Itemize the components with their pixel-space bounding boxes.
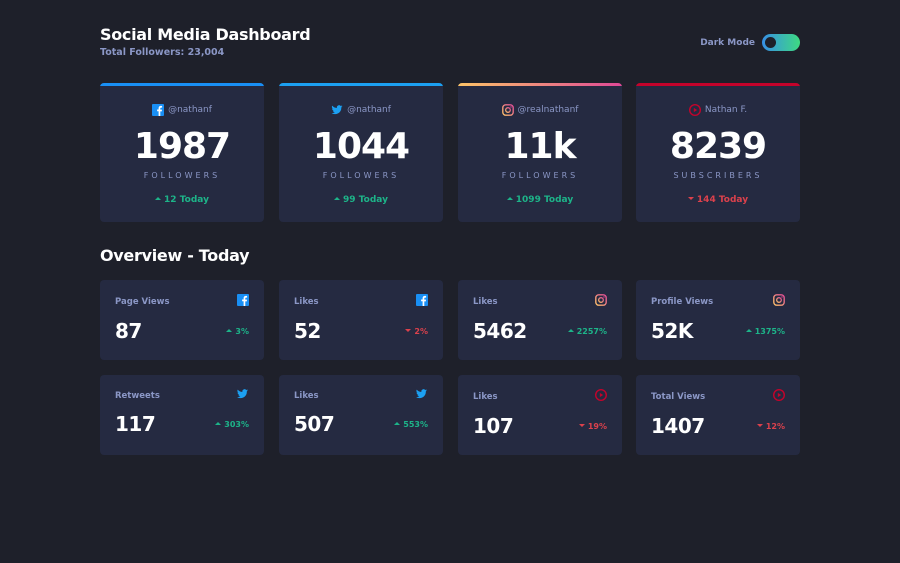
twitter-icon	[331, 105, 343, 115]
card-accent-bar	[458, 83, 622, 86]
card-handle: @nathanf	[347, 105, 391, 115]
follower-unit: FOLLOWERS	[501, 171, 579, 180]
card-handle: @realnathanf	[517, 105, 579, 115]
dark-mode-toggle[interactable]	[762, 34, 800, 51]
metric-label: Profile Views	[651, 297, 714, 307]
daily-change: 12 Today	[100, 195, 264, 205]
daily-change: 99 Today	[279, 195, 443, 205]
overview-card-facebook-likes[interactable]: Likes 52 2%	[279, 280, 443, 360]
daily-change: 144 Today	[636, 195, 800, 205]
follower-card-instagram[interactable]: @realnathanf 11k FOLLOWERS 1099 Today	[458, 83, 622, 222]
metric-change: 553%	[394, 420, 428, 429]
overview-card-twitter-retweets[interactable]: Retweets 117 303%	[100, 375, 264, 455]
trend-up-icon	[334, 197, 341, 200]
toggle-knob	[765, 37, 776, 48]
metric-change: 12%	[756, 422, 785, 431]
metric-value: 87	[115, 319, 142, 343]
overview-card-youtube-total-views[interactable]: Total Views 1407 12%	[636, 375, 800, 455]
overview-card-twitter-likes[interactable]: Likes 507 553%	[279, 375, 443, 455]
overview-card-facebook-page-views[interactable]: Page Views 87 3%	[100, 280, 264, 360]
card-handle: @nathanf	[168, 105, 212, 115]
metric-label: Likes	[294, 391, 319, 401]
dark-mode-label: Dark Mode	[700, 37, 755, 48]
daily-change: 1099 Today	[458, 195, 622, 205]
follower-card-twitter[interactable]: @nathanf 1044 FOLLOWERS 99 Today	[279, 83, 443, 222]
overview-card-instagram-likes[interactable]: Likes 5462 2257%	[458, 280, 622, 360]
trend-up-icon	[745, 329, 752, 332]
trend-up-icon	[394, 422, 401, 425]
trend-up-icon	[567, 329, 574, 332]
follower-card-youtube[interactable]: Nathan F. 8239 SUBSCRIBERS 144 Today	[636, 83, 800, 222]
twitter-icon	[237, 389, 248, 399]
follower-count: 11k	[504, 126, 576, 167]
facebook-icon	[237, 294, 249, 306]
metric-label: Likes	[294, 297, 319, 307]
overview-title: Overview - Today	[100, 246, 250, 265]
overview-card-instagram-profile-views[interactable]: Profile Views 52K 1375%	[636, 280, 800, 360]
metric-value: 507	[294, 412, 335, 436]
facebook-icon	[152, 104, 165, 116]
follower-unit: SUBSCRIBERS	[673, 171, 763, 180]
trend-down-icon	[405, 329, 412, 332]
metric-label: Likes	[473, 297, 498, 307]
metric-change: 2%	[405, 327, 428, 336]
metric-change: 1375%	[745, 327, 785, 336]
metric-label: Total Views	[651, 392, 706, 402]
card-handle: Nathan F.	[704, 105, 748, 115]
metric-label: Retweets	[115, 391, 160, 401]
metric-value: 52	[294, 319, 321, 343]
trend-up-icon	[215, 422, 222, 425]
trend-down-icon	[756, 424, 763, 427]
facebook-icon	[416, 294, 428, 306]
metric-label: Page Views	[115, 297, 170, 307]
metric-change: 2257%	[567, 327, 607, 336]
follower-count: 8239	[669, 126, 767, 167]
metric-value: 1407	[651, 414, 705, 438]
metric-change: 3%	[226, 327, 249, 336]
metric-change: 19%	[578, 422, 607, 431]
youtube-icon	[773, 389, 785, 401]
metric-value: 52K	[651, 319, 693, 343]
card-accent-bar	[636, 83, 800, 86]
card-accent-bar	[100, 83, 264, 86]
metric-value: 107	[473, 414, 514, 438]
trend-up-icon	[506, 197, 513, 200]
follower-card-facebook[interactable]: @nathanf 1987 FOLLOWERS 12 Today	[100, 83, 264, 222]
total-followers: Total Followers: 23,004	[100, 47, 225, 58]
metric-label: Likes	[473, 392, 498, 402]
trend-up-icon	[155, 197, 162, 200]
youtube-icon	[595, 389, 607, 401]
trend-up-icon	[226, 329, 233, 332]
trend-down-icon	[687, 197, 694, 200]
dashboard-header: Social Media Dashboard Total Followers: …	[100, 24, 800, 58]
metric-change: 303%	[215, 420, 249, 429]
instagram-icon	[501, 104, 514, 116]
overview-card-youtube-likes[interactable]: Likes 107 19%	[458, 375, 622, 455]
card-accent-bar	[279, 83, 443, 86]
follower-unit: FOLLOWERS	[143, 171, 221, 180]
instagram-icon	[773, 294, 785, 306]
metric-value: 117	[115, 412, 156, 436]
follower-unit: FOLLOWERS	[322, 171, 400, 180]
trend-down-icon	[578, 424, 585, 427]
page-title: Social Media Dashboard	[100, 25, 311, 44]
youtube-icon	[688, 104, 701, 116]
dark-mode-control: Dark Mode	[700, 34, 800, 51]
follower-count: 1987	[133, 126, 231, 167]
metric-value: 5462	[473, 319, 527, 343]
follower-count: 1044	[312, 126, 410, 167]
twitter-icon	[416, 389, 427, 399]
instagram-icon	[595, 294, 607, 306]
